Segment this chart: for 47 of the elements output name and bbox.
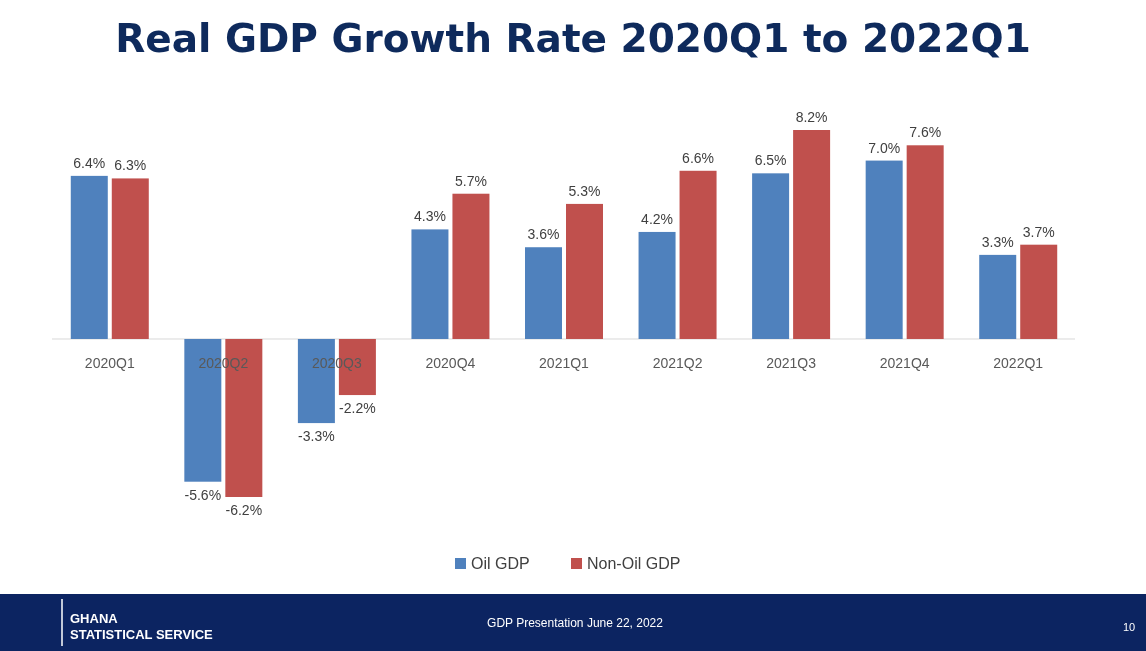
x-tick-label: 2020Q2 (198, 355, 249, 371)
data-label: 6.3% (114, 157, 147, 174)
x-tick-label: 2021Q1 (539, 355, 590, 371)
data-label: 5.3% (568, 182, 601, 199)
data-label: 4.2% (641, 210, 674, 227)
data-label: -3.3% (298, 428, 335, 445)
bar (452, 193, 490, 339)
data-label: 7.6% (909, 124, 942, 141)
x-tick-label: 2022Q1 (993, 355, 1044, 371)
data-label: 5.7% (454, 172, 487, 189)
x-tick-label: 2020Q1 (84, 355, 135, 371)
data-label: 6.5% (754, 152, 787, 169)
text: GHANA STATISTICAL SERVICE (70, 611, 214, 642)
bar (906, 145, 944, 339)
data-label: 3.7% (1022, 223, 1055, 240)
data-label: 3.3% (981, 233, 1014, 250)
legend-label: Non-Oil GDP (587, 555, 681, 572)
x-tick-label: 2021Q3 (766, 355, 817, 371)
text: GDP Presentation June 22, 2022 (487, 616, 664, 630)
data-label: 3.6% (527, 226, 560, 243)
data-label: -6.2% (225, 502, 263, 518)
bar (111, 178, 149, 339)
bar (1020, 244, 1058, 339)
bar (679, 170, 717, 339)
data-label: 4.3% (413, 208, 446, 225)
chart-title: Real GDP Growth Rate 2020Q1 to 2022Q1 (115, 16, 1031, 61)
bar (411, 229, 449, 339)
data-label: 6.4% (73, 154, 106, 171)
bar (638, 231, 676, 339)
bar (793, 130, 831, 339)
data-label: 7.0% (868, 139, 901, 156)
x-tick-label: 2021Q2 (652, 355, 703, 371)
bar (865, 160, 903, 339)
data-label: -5.6% (184, 486, 222, 503)
legend-label: Oil GDP (471, 555, 530, 572)
bar (70, 175, 108, 339)
data-label: 6.6% (682, 149, 715, 166)
data-label: 8.2% (795, 109, 828, 125)
bar (525, 247, 562, 339)
bar (979, 254, 1017, 339)
x-tick-label: 2020Q4 (425, 355, 476, 371)
text: 10 (1122, 621, 1136, 633)
bar (752, 173, 790, 339)
bar (566, 203, 603, 339)
x-tick-label: 2020Q3 (311, 355, 363, 371)
data-label: -2.2% (339, 400, 376, 417)
x-tick-label: 2021Q4 (879, 355, 930, 371)
